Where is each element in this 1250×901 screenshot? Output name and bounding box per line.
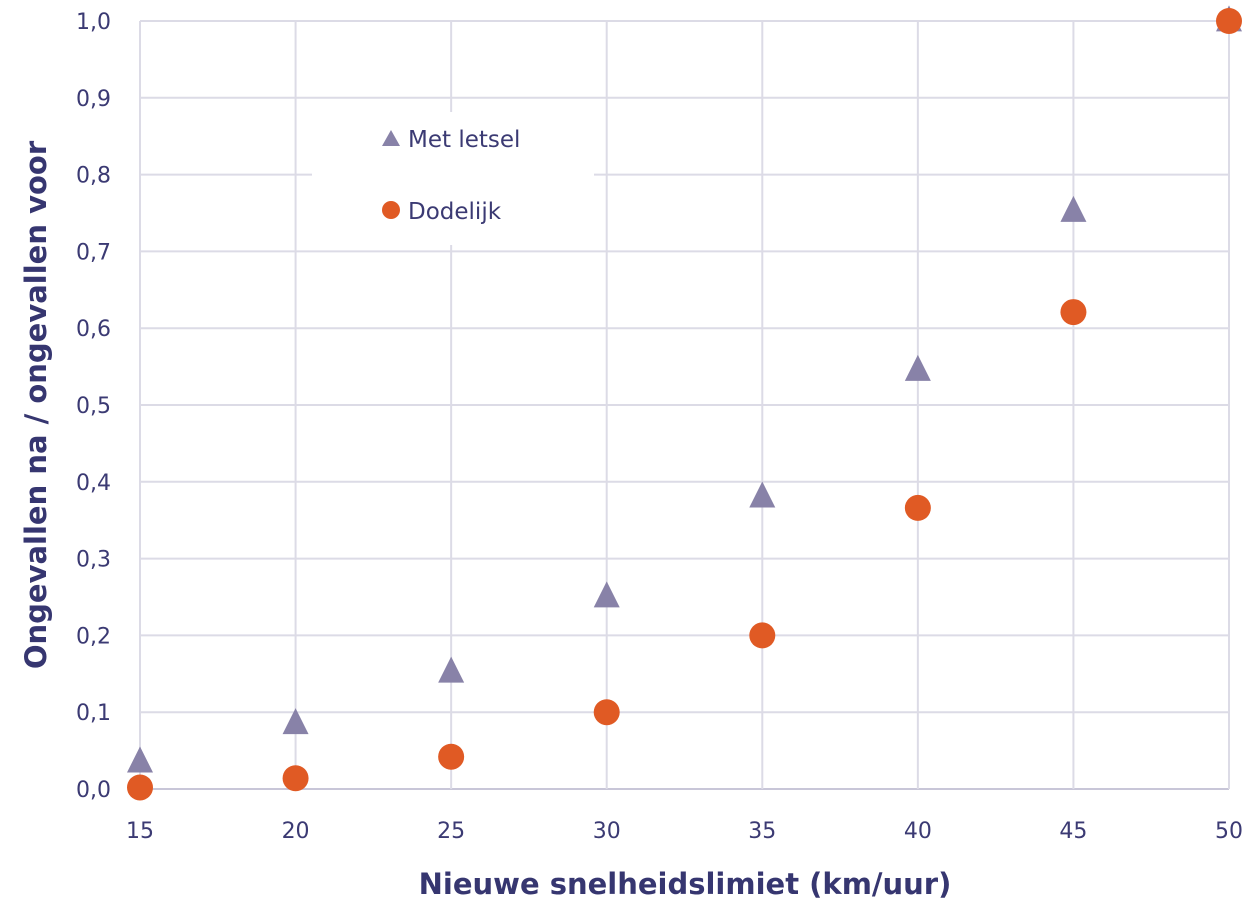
data-point-met-letsel [438, 656, 465, 683]
data-point-dodelijk [904, 494, 931, 521]
x-tick-label: 50 [1215, 819, 1243, 844]
x-tick-label: 15 [126, 819, 154, 844]
y-tick-label: 0,3 [76, 548, 111, 573]
x-axis-title: Nieuwe snelheidslimiet (km/uur) [419, 867, 952, 901]
y-tick-label: 0,6 [76, 317, 111, 342]
legend-label-dodelijk: Dodelijk [408, 199, 502, 225]
legend-marker-met-letsel [382, 130, 400, 146]
data-point-dodelijk [593, 699, 620, 726]
y-tick-label: 0,4 [76, 471, 111, 496]
x-tick-label: 20 [282, 819, 310, 844]
y-tick-label: 0,8 [76, 164, 111, 189]
y-tick-label: 0,1 [76, 701, 111, 726]
data-point-met-letsel [904, 354, 931, 381]
x-tick-label: 25 [437, 819, 465, 844]
legend-marker-dodelijk [382, 201, 400, 219]
data-point-met-letsel [127, 746, 153, 773]
legend-label-met-letsel: Met letsel [408, 127, 520, 153]
y-tick-label: 0,9 [76, 87, 111, 112]
data-point-met-letsel [1060, 195, 1087, 222]
data-point-dodelijk [282, 765, 309, 792]
y-tick-label: 0,0 [76, 778, 111, 803]
data-point-met-letsel [749, 481, 776, 508]
x-tick-label: 30 [593, 819, 621, 844]
y-tick-label: 0,5 [76, 394, 111, 419]
data-points [127, 5, 1242, 801]
data-point-dodelijk [1216, 8, 1242, 34]
y-axis-title: Ongevallen na / ongevallen voor [19, 140, 53, 669]
legend: Met letsel Dodelijk [312, 112, 594, 245]
data-point-dodelijk [749, 622, 776, 649]
legend-background [312, 112, 594, 245]
data-point-dodelijk [127, 774, 153, 801]
data-point-dodelijk [438, 743, 465, 770]
data-point-met-letsel [282, 708, 309, 735]
x-tick-label: 40 [904, 819, 932, 844]
y-tick-label: 1,0 [76, 10, 111, 35]
tick-labels: 0,0 0,1 0,2 0,3 0,4 0,5 0,6 0,7 0,8 0,9 1,0 15 20 25 3… [76, 10, 1243, 844]
y-tick-label: 0,2 [76, 624, 111, 649]
x-tick-label: 45 [1059, 819, 1087, 844]
y-tick-label: 0,7 [76, 240, 111, 265]
data-point-met-letsel [593, 581, 620, 608]
x-tick-label: 35 [748, 819, 776, 844]
data-point-dodelijk [1060, 299, 1087, 326]
